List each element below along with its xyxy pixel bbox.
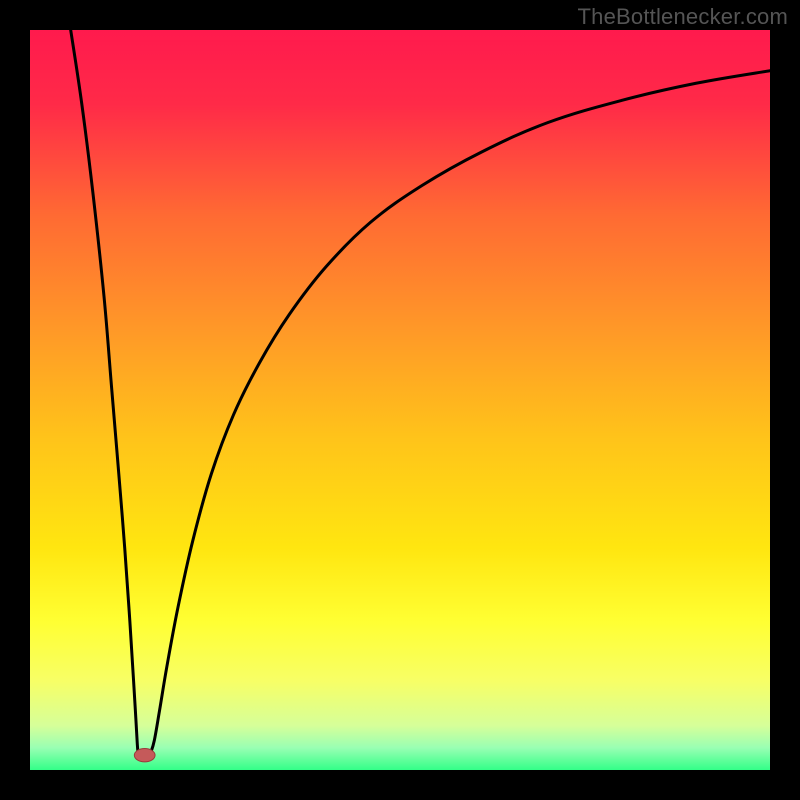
watermark-text: TheBottlenecker.com [578, 4, 788, 30]
min-marker [134, 749, 155, 762]
marker-group [134, 749, 155, 762]
bottleneck-chart [0, 0, 800, 800]
chart-container: TheBottlenecker.com [0, 0, 800, 800]
chart-background [30, 30, 770, 770]
